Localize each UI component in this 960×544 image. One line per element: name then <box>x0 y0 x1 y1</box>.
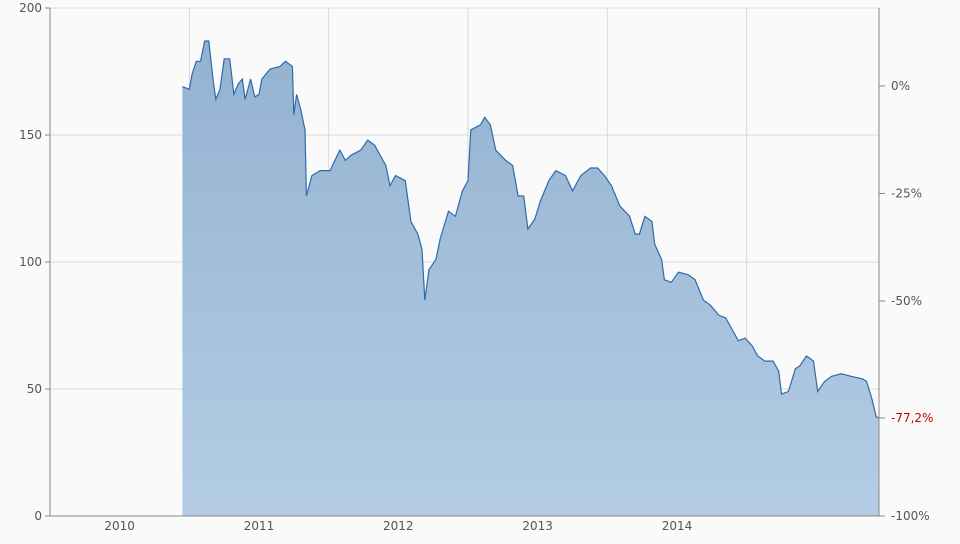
x-tick-label: 2011 <box>244 519 275 533</box>
y-tick-label: 50 <box>27 382 42 396</box>
x-tick-label: 2014 <box>662 519 693 533</box>
y-tick-label: 150 <box>19 128 42 142</box>
y-tick-label: 200 <box>19 1 42 15</box>
x-tick-label: 2012 <box>383 519 414 533</box>
right-tick-label: -50% <box>891 294 922 308</box>
axes: 0 50 100 150 200 2010 2011 2012 2013 2014 0% -25% -5… <box>19 1 933 533</box>
x-tick-label: 2013 <box>522 519 553 533</box>
right-tick-label: 0% <box>891 79 910 93</box>
y-tick-label: 100 <box>19 255 42 269</box>
y-tick-label: 0 <box>34 509 42 523</box>
series-area <box>182 41 879 516</box>
current-change-label: -77,2% <box>891 411 933 425</box>
right-tick-label: -100% <box>891 509 930 523</box>
series-line <box>182 40 880 419</box>
x-tick-label: 2010 <box>104 519 135 533</box>
right-tick-label: -25% <box>891 186 922 200</box>
